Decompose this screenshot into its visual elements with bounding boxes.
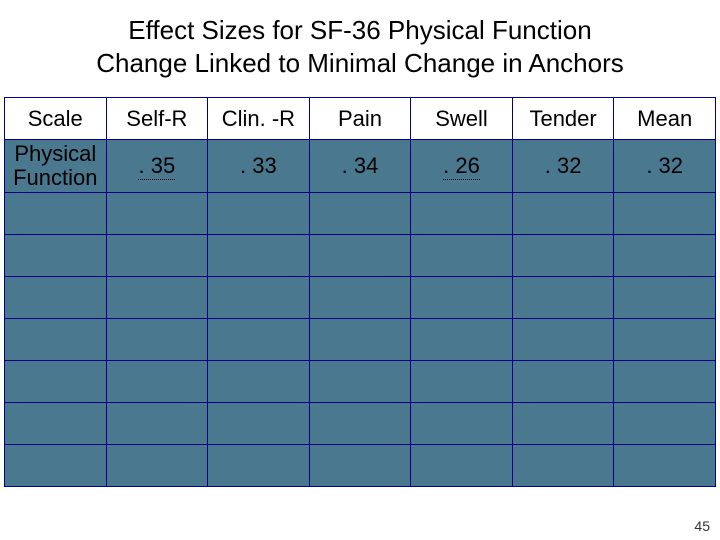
cell-pain: . 34	[309, 140, 411, 193]
table-row	[5, 445, 716, 487]
table-row: Physical Function . 35 . 33 . 34 . 26 . …	[5, 140, 716, 193]
col-self-r: Self-R	[106, 98, 208, 140]
table-row	[5, 277, 716, 319]
table-row	[5, 319, 716, 361]
effect-sizes-table: Scale Self-R Clin. -R Pain Swell Tender …	[4, 97, 716, 487]
title-line-1: Effect Sizes for SF-36 Physical Function	[128, 15, 591, 45]
value-tender: . 32	[545, 153, 582, 178]
value-self-r: . 35	[138, 153, 175, 180]
col-pain: Pain	[309, 98, 411, 140]
cell-tender: . 32	[512, 140, 614, 193]
col-clin-r: Clin. -R	[208, 98, 310, 140]
col-mean: Mean	[614, 98, 716, 140]
value-pain: . 34	[342, 153, 379, 178]
cell-swell: . 26	[411, 140, 513, 193]
row-label: Physical Function	[5, 140, 107, 193]
cell-clin-r: . 33	[208, 140, 310, 193]
table-row	[5, 361, 716, 403]
row-label-line1: Physical	[14, 141, 96, 166]
col-tender: Tender	[512, 98, 614, 140]
page-number: 45	[694, 518, 710, 534]
value-swell: . 26	[443, 153, 480, 180]
col-swell: Swell	[411, 98, 513, 140]
col-scale: Scale	[5, 98, 107, 140]
cell-mean: . 32	[614, 140, 716, 193]
table-body: Physical Function . 35 . 33 . 34 . 26 . …	[5, 140, 716, 487]
table-row	[5, 235, 716, 277]
cell-self-r: . 35	[106, 140, 208, 193]
value-clin-r: . 33	[240, 153, 277, 178]
value-mean: . 32	[646, 153, 683, 178]
row-label-line2: Function	[13, 165, 97, 190]
table-row	[5, 403, 716, 445]
title-line-2: Change Linked to Minimal Change in Ancho…	[96, 48, 624, 78]
slide-title: Effect Sizes for SF-36 Physical Function…	[0, 0, 720, 91]
table-row	[5, 193, 716, 235]
table-header-row: Scale Self-R Clin. -R Pain Swell Tender …	[5, 98, 716, 140]
